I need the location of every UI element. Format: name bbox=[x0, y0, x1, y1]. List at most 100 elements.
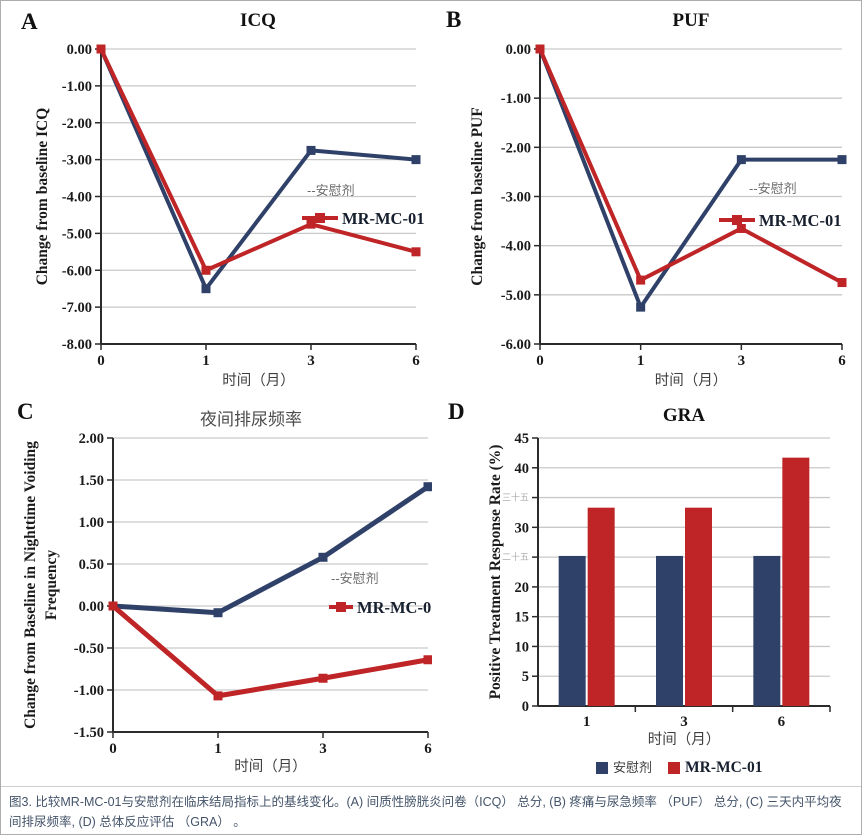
placebo-bar bbox=[753, 555, 781, 706]
y-tick-label: 10 bbox=[515, 639, 530, 655]
treatment-line bbox=[538, 48, 843, 285]
y-tick-label: 30 bbox=[515, 520, 530, 536]
y-tick-label: -6.00 bbox=[62, 263, 92, 279]
treatment-marker bbox=[201, 265, 211, 275]
x-tick-label: 3 bbox=[680, 714, 688, 730]
y-tick-label: -8.00 bbox=[62, 337, 92, 353]
y-tick-label: 2.00 bbox=[79, 431, 104, 447]
y-axis-title: Frequency bbox=[43, 550, 60, 621]
y-tick-label: -5.00 bbox=[501, 288, 531, 304]
placebo-marker bbox=[318, 552, 328, 562]
plot-area: 45 40 三十五 30 二十五 20 15 10 5 0 1 3 6 安慰剂 MR-MC-01 bbox=[502, 431, 831, 776]
legend-treatment-label: MR-MC-01 bbox=[685, 759, 762, 776]
y-tick-label: 40 bbox=[515, 461, 530, 477]
y-tick-label: -4.00 bbox=[501, 239, 531, 255]
x-tick-label: 3 bbox=[738, 353, 746, 369]
x-tick-label: 6 bbox=[778, 714, 786, 730]
placebo-line bbox=[112, 484, 430, 616]
panel-a: 0.00 -1.00 -2.00 -3.00 -4.00 -5.00 -6.00 -7.00 -… bbox=[1, 1, 432, 396]
figure-caption: 图3. 比较MR-MC-01与安慰剂在临床结局指标上的基线变化。(A) 间质性膀… bbox=[1, 786, 861, 833]
y-tick-label: -0.50 bbox=[74, 641, 104, 657]
placebo-marker bbox=[213, 608, 223, 618]
x-axis-title: 时间（月） bbox=[648, 731, 721, 748]
y-axis-title: Change from Baseline in Nighttime Voidin… bbox=[22, 441, 39, 729]
x-tick-label: 1 bbox=[583, 714, 591, 730]
x-tick-label: 1 bbox=[637, 353, 645, 369]
x-axis-title: 时间（月） bbox=[655, 372, 728, 389]
y-tick-label: -4.00 bbox=[62, 190, 92, 206]
y-tick-label: -5.00 bbox=[62, 226, 92, 242]
panel-d-title: GRA bbox=[662, 405, 706, 426]
plot-area: 0.00 -1.00 -2.00 -3.00 -4.00 -5.00 -6.00 -7.00 -… bbox=[62, 42, 425, 369]
legend-treatment-label: MR-MC-01 bbox=[342, 209, 424, 228]
y-tick-label: -6.00 bbox=[501, 337, 531, 353]
placebo-marker bbox=[423, 482, 432, 492]
chart-d-canvas: 45 40 三十五 30 二十五 20 15 10 5 0 1 3 6 安慰剂 MR-MC-01 Positi… bbox=[487, 431, 831, 776]
x-axis-title: 时间（月） bbox=[222, 372, 295, 389]
treatment-line bbox=[111, 604, 429, 699]
x-tick-label: 0 bbox=[109, 741, 117, 757]
placebo-marker bbox=[636, 302, 646, 312]
x-tick-label: 0 bbox=[536, 353, 544, 369]
placebo-bar bbox=[656, 555, 683, 706]
placebo-marker bbox=[736, 155, 746, 165]
chart-b-canvas: 0.00 -1.00 -2.00 -3.00 -4.00 -5.00 -6.00 0 1 3 6 --… bbox=[469, 42, 847, 389]
x-tick-label: 0 bbox=[97, 353, 105, 369]
chart-a-canvas: 0.00 -1.00 -2.00 -3.00 -4.00 -5.00 -6.00 -7.00 -… bbox=[34, 42, 425, 389]
y-tick-label: -3.00 bbox=[501, 190, 531, 206]
x-tick-label: 1 bbox=[214, 741, 222, 757]
chart-c-canvas: 2.00 1.50 1.00 0.50 0.00 -0.50 -1.00 -1.50 0 1 3 6 -… bbox=[22, 431, 432, 775]
panel-d-label: D bbox=[448, 399, 465, 424]
y-tick-label: 0.00 bbox=[506, 42, 531, 58]
legend-placebo-label: --安慰剂 bbox=[749, 181, 797, 196]
treatment-marker bbox=[423, 655, 432, 665]
placebo-marker bbox=[411, 155, 421, 165]
treatment-marker bbox=[411, 247, 421, 257]
placebo-bar bbox=[558, 555, 586, 706]
faint-tick-annotation: 二十五 bbox=[502, 551, 529, 562]
plot-area: 2.00 1.50 1.00 0.50 0.00 -0.50 -1.00 -1.50 0 1 3 6 -… bbox=[74, 431, 432, 757]
treatment-marker bbox=[108, 601, 118, 611]
legend-treatment-swatch bbox=[668, 762, 680, 774]
y-tick-label: 0 bbox=[522, 699, 529, 715]
legend-treatment-marker bbox=[732, 215, 742, 225]
legend-treatment-marker bbox=[315, 213, 325, 223]
treatment-bar bbox=[782, 457, 810, 706]
treatment-marker bbox=[535, 44, 545, 54]
treatment-marker bbox=[736, 223, 746, 233]
panel-a-label: A bbox=[21, 9, 38, 34]
y-tick-label: 20 bbox=[515, 580, 530, 596]
panel-b-label: B bbox=[446, 7, 462, 32]
treatment-line bbox=[99, 48, 417, 273]
y-tick-label: 1.50 bbox=[79, 473, 104, 489]
y-tick-label: -2.00 bbox=[62, 116, 92, 132]
y-tick-label: 0.00 bbox=[67, 42, 92, 58]
y-tick-label: -1.00 bbox=[74, 683, 104, 699]
legend-placebo-label: --安慰剂 bbox=[331, 571, 379, 586]
legend-placebo-label: --安慰剂 bbox=[307, 183, 355, 198]
x-tick-label: 3 bbox=[307, 353, 315, 369]
y-tick-label: -7.00 bbox=[62, 300, 92, 316]
treatment-marker bbox=[96, 44, 106, 54]
y-tick-label: 5 bbox=[522, 669, 529, 685]
y-tick-label: -1.50 bbox=[74, 725, 104, 741]
x-tick-label: 6 bbox=[412, 353, 420, 369]
y-tick-label: 45 bbox=[515, 431, 530, 447]
panel-c-title: 夜间排尿频率 bbox=[200, 410, 302, 429]
y-axis-title: Positive Treatment Response Rate (%) bbox=[487, 445, 504, 700]
plot-area: 0.00 -1.00 -2.00 -3.00 -4.00 -5.00 -6.00 0 1 3 6 --… bbox=[501, 42, 847, 369]
panel-c: 2.00 1.50 1.00 0.50 0.00 -0.50 -1.00 -1.50 0 1 3 6 -… bbox=[1, 396, 432, 786]
placebo-line bbox=[99, 48, 417, 291]
panel-d: 45 40 三十五 30 二十五 20 15 10 5 0 1 3 6 安慰剂 MR-MC-01 Positi… bbox=[432, 396, 861, 786]
treatment-bar bbox=[685, 507, 712, 706]
y-tick-label: 0.50 bbox=[79, 557, 104, 573]
x-tick-label: 3 bbox=[319, 741, 327, 757]
y-tick-label: 0.00 bbox=[79, 599, 104, 615]
panel-b-title: PUF bbox=[672, 10, 710, 31]
placebo-marker bbox=[837, 155, 847, 165]
treatment-marker bbox=[306, 219, 316, 229]
treatment-marker bbox=[318, 673, 328, 683]
legend-treatment-marker bbox=[336, 602, 346, 612]
x-axis-title: 时间（月） bbox=[234, 758, 307, 775]
